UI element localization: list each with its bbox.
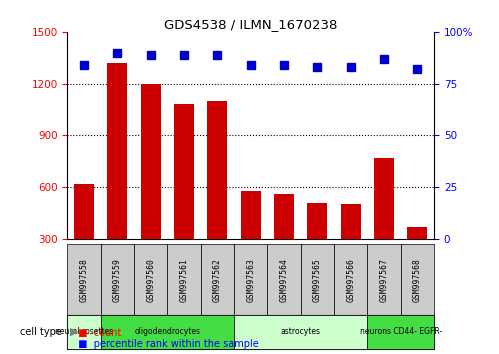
Bar [208, 101, 228, 239]
Text: neurons CD44- EGFR-: neurons CD44- EGFR- [360, 327, 442, 336]
Bar [401, 244, 434, 315]
Text: GSM997565: GSM997565 [313, 258, 322, 302]
Bar [408, 227, 428, 239]
Text: ■  percentile rank within the sample: ■ percentile rank within the sample [72, 339, 259, 349]
Text: GSM997558: GSM997558 [79, 258, 88, 302]
Title: GDS4538 / ILMN_1670238: GDS4538 / ILMN_1670238 [164, 18, 337, 31]
Bar [374, 158, 394, 239]
Bar [341, 204, 361, 239]
Text: oligodendrocytes: oligodendrocytes [134, 327, 201, 336]
Text: GSM997561: GSM997561 [180, 258, 189, 302]
Bar [234, 315, 367, 349]
Bar [101, 244, 134, 315]
Text: astrocytes: astrocytes [281, 327, 321, 336]
Bar [334, 244, 367, 315]
Bar [141, 85, 161, 239]
Text: GSM997560: GSM997560 [146, 258, 155, 302]
Text: GSM997562: GSM997562 [213, 258, 222, 302]
Bar [241, 192, 261, 239]
Text: GSM997568: GSM997568 [413, 258, 422, 302]
Text: GSM997567: GSM997567 [380, 258, 389, 302]
Text: GSM997564: GSM997564 [279, 258, 288, 302]
Text: ■  count: ■ count [72, 328, 122, 338]
Bar [167, 244, 201, 315]
Bar [234, 244, 267, 315]
Text: GSM997563: GSM997563 [246, 258, 255, 302]
Text: ▶: ▶ [70, 327, 78, 337]
Text: GSM997559: GSM997559 [113, 258, 122, 302]
Bar [201, 244, 234, 315]
Bar [74, 184, 94, 239]
Bar [134, 244, 167, 315]
Bar [101, 315, 234, 349]
Bar [274, 194, 294, 239]
Bar [301, 244, 334, 315]
Text: neural rosettes: neural rosettes [55, 327, 113, 336]
Bar [367, 315, 434, 349]
Bar [307, 203, 327, 239]
Bar [267, 244, 301, 315]
Bar [67, 315, 101, 349]
Bar [174, 104, 194, 239]
Text: GSM997566: GSM997566 [346, 258, 355, 302]
Bar [367, 244, 401, 315]
Bar [107, 63, 127, 239]
Text: cell type: cell type [20, 327, 62, 337]
Bar [67, 244, 101, 315]
